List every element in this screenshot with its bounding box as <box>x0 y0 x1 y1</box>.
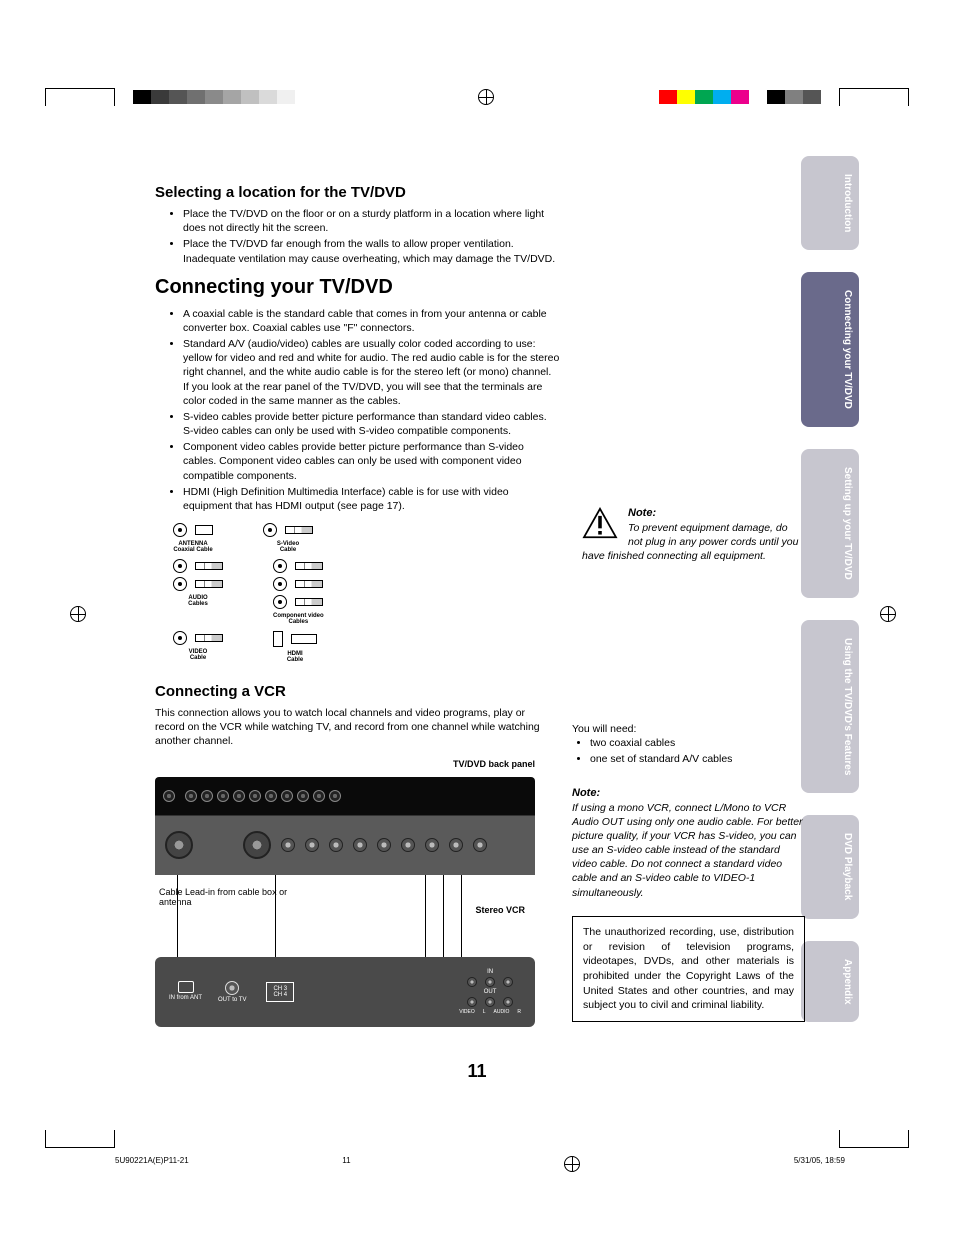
tv-back-panel-top <box>155 777 535 815</box>
crop-mark <box>839 88 909 106</box>
list-item: Place the TV/DVD on the floor or on a st… <box>183 207 565 235</box>
heading-vcr: Connecting a VCR <box>155 683 805 700</box>
registration-mark-icon <box>70 606 86 622</box>
side-tab: Setting up your TV/DVD <box>801 449 859 598</box>
you-will-need-heading: You will need: <box>572 722 805 736</box>
crop-mark <box>45 88 115 106</box>
diagram-label: ANTENNA Coaxial Cable <box>173 541 213 553</box>
side-tab: Connecting your TV/DVD <box>801 272 859 427</box>
note-mono-vcr: Note: If using a mono VCR, connect L/Mon… <box>572 787 805 900</box>
crop-mark <box>45 1130 115 1148</box>
registration-mark-icon <box>478 89 494 105</box>
page-number: 11 <box>0 1061 954 1082</box>
location-bullets: Place the TV/DVD on the floor or on a st… <box>155 207 565 266</box>
diagram-label: AUDIO Cables <box>173 595 223 607</box>
list-item: HDMI (High Definition Multimedia Interfa… <box>183 485 560 513</box>
footer-file: 5U90221A(E)P11-21 <box>115 1156 189 1172</box>
you-will-need-list: two coaxial cables one set of standard A/… <box>572 736 805 766</box>
vcr-body-text: This connection allows you to watch loca… <box>155 706 550 749</box>
connecting-bullets: A coaxial cable is the standard cable th… <box>155 307 560 513</box>
list-item: Place the TV/DVD far enough from the wal… <box>183 237 565 265</box>
vcr-wiring-diagram: Cable Lead-in from cable box or antenna … <box>155 777 535 1027</box>
side-tab: Appendix <box>801 941 859 1023</box>
printer-marks-top <box>0 88 954 106</box>
note-prevent-damage: Note: To prevent equipment damage, do no… <box>582 507 805 564</box>
footer-page: 11 <box>342 1156 350 1172</box>
heading-location: Selecting a location for the TV/DVD <box>155 184 805 201</box>
vcr-device: IN from ANT OUT to TV CH 3 CH 4 IN OUT V… <box>155 957 535 1027</box>
diagram-label: Component video Cables <box>273 613 324 625</box>
leadin-label: Cable Lead-in from cable box or antenna <box>159 887 299 907</box>
list-item: Standard A/V (audio/video) cables are us… <box>183 337 560 408</box>
footer-timestamp: 5/31/05, 18:59 <box>794 1156 845 1172</box>
side-tabs: Introduction Connecting your TV/DVD Settin… <box>801 156 859 1022</box>
list-item: S-video cables provide better picture pe… <box>183 410 560 438</box>
stereo-vcr-label: Stereo VCR <box>475 905 525 915</box>
side-tab: Introduction <box>801 156 859 250</box>
diagram-label: S-Video Cable <box>263 541 313 553</box>
list-item: Component video cables provide better pi… <box>183 440 560 483</box>
note-title: Note: <box>572 787 805 799</box>
crop-mark <box>839 1130 909 1148</box>
diagram-label: VIDEO Cable <box>173 649 223 661</box>
note-body: If using a mono VCR, connect L/Mono to V… <box>572 801 805 900</box>
cable-types-diagram: ANTENNA Coaxial Cable S-Video Cable AUDI… <box>173 523 433 663</box>
list-item: two coaxial cables <box>590 736 805 750</box>
diagram-label: HDMI Cable <box>273 651 317 663</box>
heading-connecting: Connecting your TV/DVD <box>155 276 805 299</box>
grayscale-bar <box>133 90 313 104</box>
side-tab: Using the TV/DVD's Features <box>801 620 859 793</box>
warning-triangle-icon <box>582 507 618 539</box>
tv-back-panel-mid <box>155 815 535 875</box>
side-tab: DVD Playback <box>801 815 859 918</box>
page-content: Selecting a location for the TV/DVD Plac… <box>155 184 805 1035</box>
list-item: one set of standard A/V cables <box>590 752 805 766</box>
copyright-warning-box: The unauthorized recording, use, distrib… <box>572 916 805 1022</box>
registration-mark-icon <box>880 606 896 622</box>
registration-mark-icon <box>564 1156 580 1172</box>
footer-info: 5U90221A(E)P11-21 11 5/31/05, 18:59 <box>115 1156 845 1172</box>
back-panel-label: TV/DVD back panel <box>155 759 535 769</box>
list-item: A coaxial cable is the standard cable th… <box>183 307 560 335</box>
color-bar <box>659 90 821 104</box>
